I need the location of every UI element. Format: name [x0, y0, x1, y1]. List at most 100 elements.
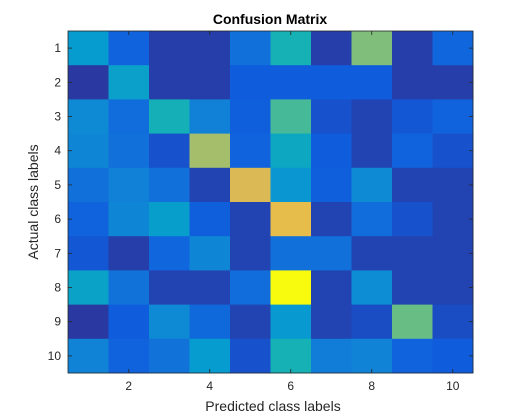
heatmap-cell	[351, 236, 393, 271]
heatmap-cell	[270, 236, 312, 271]
heatmap-cell	[392, 99, 433, 134]
heatmap-cell	[108, 236, 150, 271]
axis-ticks	[68, 31, 473, 373]
heatmap-cell	[108, 133, 150, 169]
y-tick-label: 1	[54, 41, 61, 55]
heatmap-cell	[189, 31, 231, 66]
heatmap-cell	[311, 167, 352, 203]
heatmap-cell	[392, 304, 433, 340]
heatmap-cell	[149, 31, 190, 66]
heatmap-cell	[351, 304, 393, 340]
heatmap-cell	[432, 338, 474, 374]
heatmap-cells	[68, 31, 474, 374]
heatmap-cell	[108, 65, 150, 100]
heatmap-cell	[351, 338, 393, 374]
heatmap-cell	[351, 202, 393, 237]
heatmap-cell	[230, 65, 271, 100]
heatmap-cell	[230, 202, 271, 237]
heatmap-cell	[270, 270, 312, 305]
y-tick-label: 7	[54, 246, 61, 260]
heatmap-cell	[432, 167, 474, 203]
x-axis-label: Predicted class labels	[205, 398, 340, 414]
heatmap-cell	[108, 202, 150, 237]
heatmap-cell	[270, 338, 312, 374]
heatmap-cell	[392, 270, 433, 305]
heatmap-cell	[432, 99, 474, 134]
plot-frame	[67, 30, 474, 374]
heatmap-cell	[270, 133, 312, 169]
x-tick-label: 4	[206, 379, 213, 393]
heatmap-cell	[270, 202, 312, 237]
heatmap-cell	[270, 31, 312, 66]
y-tick-label: 9	[54, 315, 61, 329]
heatmap-cell	[351, 270, 393, 305]
heatmap-cell	[149, 338, 190, 374]
heatmap-cell	[392, 65, 433, 100]
y-tick-label: 6	[54, 212, 61, 226]
heatmap-cell	[230, 270, 271, 305]
heatmap-cell	[230, 133, 271, 169]
heatmap-cell	[108, 31, 150, 66]
heatmap-cell	[392, 236, 433, 271]
heatmap-cell	[351, 31, 393, 66]
heatmap-cell	[68, 304, 109, 340]
y-tick-label: 4	[54, 144, 61, 158]
heatmap-cell	[68, 202, 109, 237]
heatmap-cell	[149, 99, 190, 134]
heatmap-cell	[311, 65, 352, 100]
heatmap-cell	[432, 270, 474, 305]
heatmap-cell	[432, 31, 474, 66]
heatmap-cell	[311, 338, 352, 374]
heatmap-cell	[149, 133, 190, 169]
heatmap-cell	[149, 202, 190, 237]
heatmap-cell	[189, 304, 231, 340]
heatmap-cell	[230, 31, 271, 66]
heatmap-cell	[68, 65, 109, 100]
heatmap-cell	[311, 133, 352, 169]
heatmap-cell	[230, 167, 271, 203]
heatmap-cell	[351, 99, 393, 134]
heatmap-cell	[311, 236, 352, 271]
heatmap-cell	[189, 236, 231, 271]
y-tick-label: 2	[54, 75, 61, 89]
heatmap-cell	[68, 133, 109, 169]
heatmap-cell	[230, 99, 271, 134]
heatmap-cell	[392, 133, 433, 169]
heatmap-cell	[230, 338, 271, 374]
heatmap-cell	[189, 99, 231, 134]
heatmap-cell	[311, 31, 352, 66]
x-tick-labels: 2 4 6 8 10	[125, 379, 459, 393]
x-tick-label: 6	[287, 379, 294, 393]
heatmap-cell	[230, 236, 271, 271]
heatmap-cell	[432, 202, 474, 237]
heatmap-cell	[68, 338, 109, 374]
x-tick-label: 8	[368, 379, 375, 393]
heatmap-cell	[351, 167, 393, 203]
heatmap-cell	[149, 304, 190, 340]
heatmap-cell	[189, 202, 231, 237]
heatmap-cell	[68, 270, 109, 305]
heatmap-cell	[68, 167, 109, 203]
heatmap-cell	[392, 338, 433, 374]
heatmap-cell	[68, 236, 109, 271]
heatmap-cell	[432, 304, 474, 340]
heatmap-cell	[432, 65, 474, 100]
heatmap-cell	[432, 133, 474, 169]
heatmap-cell	[189, 270, 231, 305]
x-tick-label: 2	[125, 379, 132, 393]
chart-title: Confusion Matrix	[213, 11, 328, 27]
heatmap-cell	[392, 167, 433, 203]
heatmap-cell	[351, 133, 393, 169]
heatmap-cell	[189, 338, 231, 374]
heatmap-cell	[149, 65, 190, 100]
y-tick-label: 8	[54, 281, 61, 295]
y-tick-labels: 1 2 3 4 5 6 7 8 9 10	[48, 41, 62, 363]
heatmap-cell	[270, 99, 312, 134]
x-tick-label: 10	[446, 379, 460, 393]
heatmap-cell	[108, 99, 150, 134]
heatmap-cell	[270, 65, 312, 100]
heatmap-cell	[392, 202, 433, 237]
heatmap-cell	[108, 304, 150, 340]
heatmap-cell	[311, 304, 352, 340]
